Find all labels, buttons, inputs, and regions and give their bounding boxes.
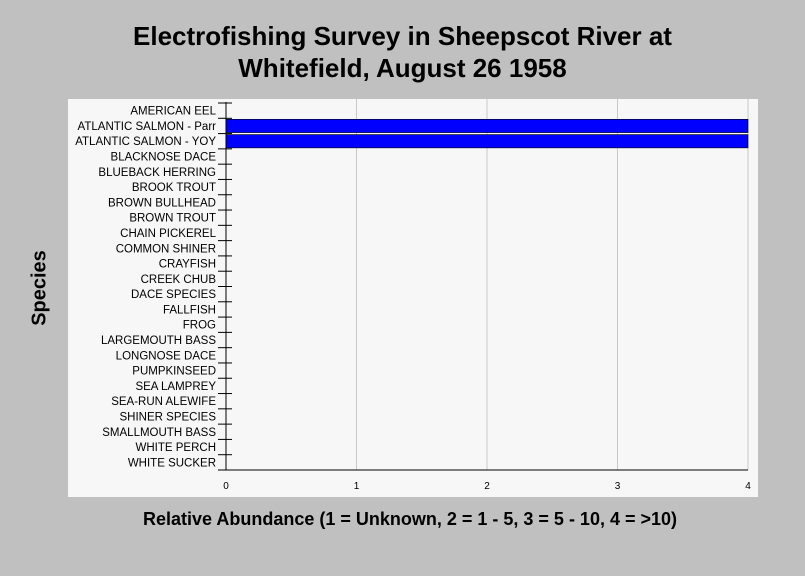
category-label: FROG xyxy=(183,320,216,332)
category-label: AMERICAN EEL xyxy=(130,106,216,118)
y-axis-title: Species xyxy=(28,250,51,326)
x-axis-title: Relative Abundance (1 = Unknown, 2 = 1 -… xyxy=(142,509,678,529)
category-label: LONGNOSE DACE xyxy=(116,350,217,362)
category-label: CHAIN PICKEREL xyxy=(120,228,216,240)
category-label: DACE SPECIES xyxy=(131,289,216,301)
category-label: SHINER SPECIES xyxy=(120,411,217,423)
category-label: BROOK TROUT xyxy=(132,182,216,194)
category-label: WHITE SUCKER xyxy=(128,457,216,469)
category-label: FALLFISH xyxy=(163,304,216,316)
x-tick-label: 2 xyxy=(484,481,490,492)
category-label: LARGEMOUTH BASS xyxy=(101,335,216,347)
chart-title: Electrofishing Survey in Sheepscot River… xyxy=(0,20,805,84)
category-label: BLACKNOSE DACE xyxy=(111,152,217,164)
category-label: COMMON SHINER xyxy=(116,243,216,255)
chart-title-line-1: Electrofishing Survey in Sheepscot River… xyxy=(133,21,672,51)
category-label: CRAYFISH xyxy=(159,259,216,271)
category-label: SEA LAMPREY xyxy=(135,381,216,393)
category-label: BROWN BULLHEAD xyxy=(108,197,216,209)
category-label: SMALLMOUTH BASS xyxy=(102,427,216,439)
bar xyxy=(225,118,749,133)
bar xyxy=(225,134,749,149)
category-label: BLUEBACK HERRING xyxy=(98,167,216,179)
category-label: BROWN TROUT xyxy=(129,213,216,225)
plot-area xyxy=(68,99,758,497)
category-label: ATLANTIC SALMON - YOY xyxy=(75,136,216,148)
category-label: ATLANTIC SALMON - Parr xyxy=(78,121,217,133)
x-tick-label: 4 xyxy=(745,481,751,492)
x-tick-label: 1 xyxy=(354,481,360,492)
category-label: PUMPKINSEED xyxy=(132,366,216,378)
category-label: SEA-RUN ALEWIFE xyxy=(111,396,216,408)
x-tick-label: 0 xyxy=(223,481,229,492)
chart-title-line-2: Whitefield, August 26 1958 xyxy=(238,53,567,83)
category-label: WHITE PERCH xyxy=(136,442,217,454)
x-tick-label: 3 xyxy=(615,481,621,492)
category-label: CREEK CHUB xyxy=(141,274,217,286)
